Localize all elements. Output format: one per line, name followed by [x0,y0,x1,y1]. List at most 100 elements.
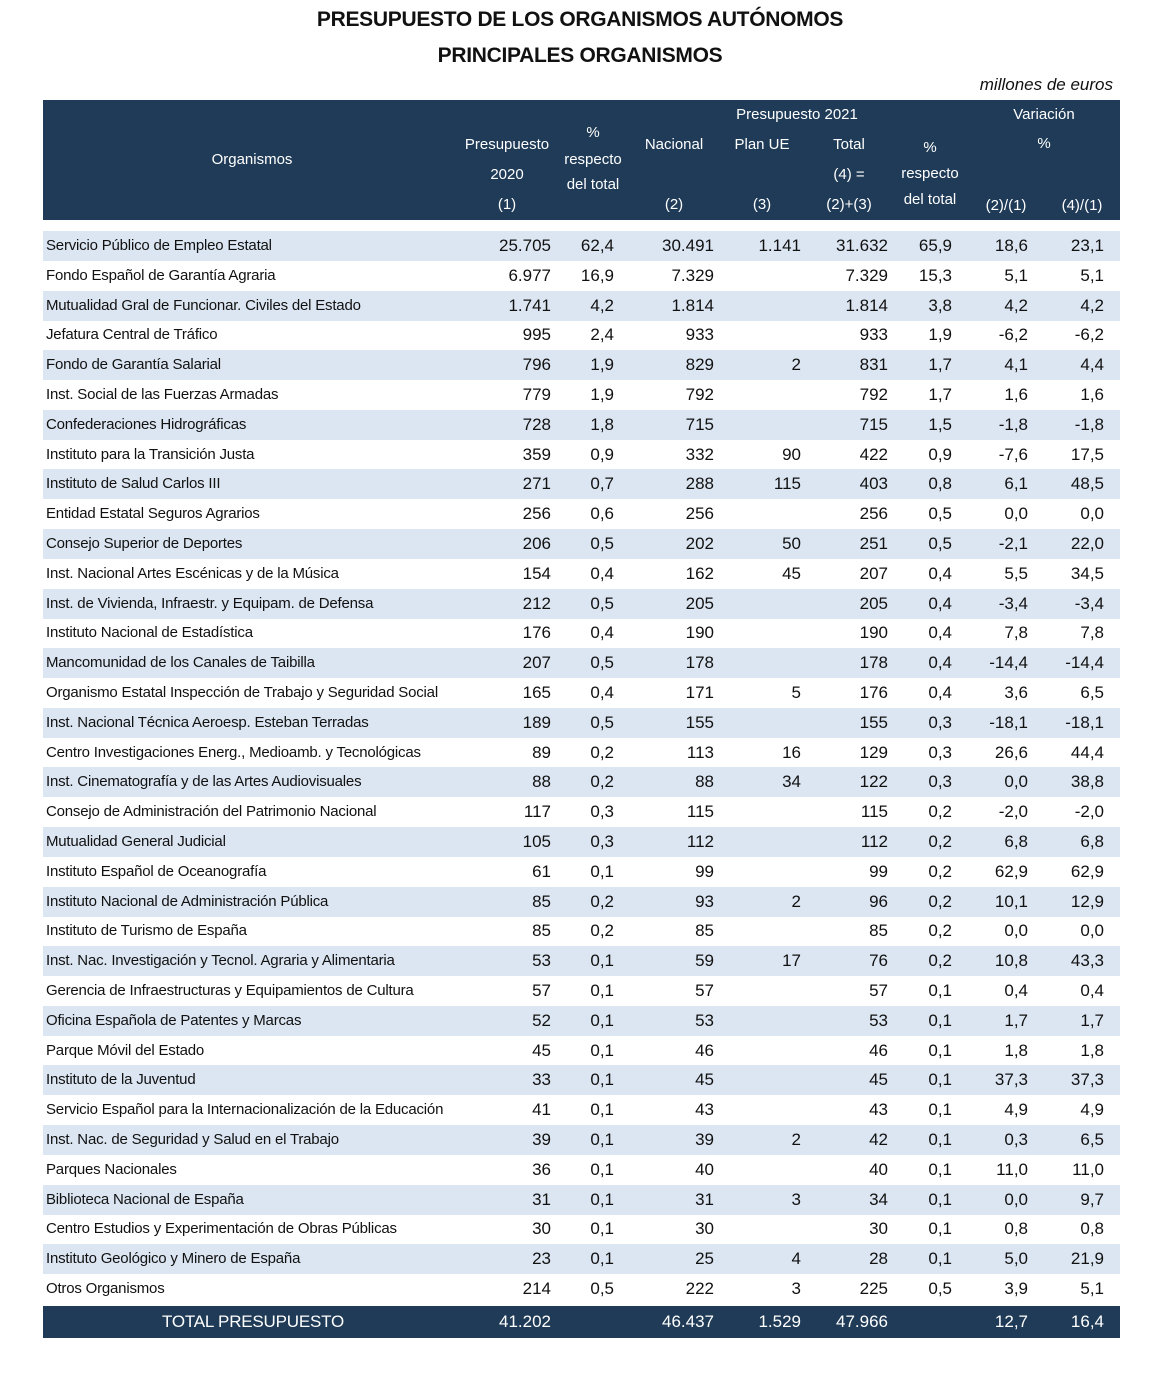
cell-value: 0,2 [590,772,614,792]
total-row: TOTAL PRESUPUESTO 41.202 46.437 1.529 47.966… [43,1305,1120,1338]
cell-value: 6,1 [1004,474,1028,494]
table-row: Confederaciones Hidrográficas 728 1,8 715 71… [43,409,1120,440]
cell-value: 1,6 [1080,385,1104,404]
cell-value: 3,9 [1004,1279,1028,1298]
table-row: Instituto Geológico y Minero de España 23… [43,1244,1120,1275]
cell-value: 1,6 [1004,385,1028,404]
organism-name: Mancomunidad de los Canales de Taibilla [46,654,315,672]
cell-value: 6.977 [508,265,551,285]
cell-value: 85 [695,921,714,941]
cell-value: 0,1 [928,1159,952,1179]
cell-value: 0,2 [928,951,952,971]
cell-value: 85 [532,891,551,911]
header-label: % [923,139,937,156]
table-row: Instituto de Turismo de España 85 0,2 85 85 0… [43,916,1120,946]
cell-value: 0,1 [590,1130,614,1149]
cell-value: -18,1 [1065,712,1104,732]
cell-value: 0,4 [928,563,952,583]
cell-value: 1.814 [845,295,888,315]
cell-value: 48,5 [1070,474,1104,494]
cell-value: 1,8 [1004,1040,1028,1060]
cell-value: 6,8 [1004,832,1028,851]
cell-value: 0,1 [590,1219,614,1239]
cell-value: 222 [685,1279,714,1298]
cell-value: 162 [685,563,714,583]
cell-value: 17 [782,951,801,971]
cell-value: 37,3 [1070,1070,1104,1090]
cell-value: 99 [695,861,714,881]
cell-value: 0,4 [928,653,952,673]
cell-value: 4,4 [1080,355,1104,375]
cell-value: 16,9 [580,265,614,285]
cell-value: 0,1 [928,1040,952,1060]
cell-value: 43 [869,1100,888,1120]
cell-value: 1.141 [758,236,801,255]
cell-value: 89 [532,742,551,762]
cell-value: 0,6 [590,504,614,524]
cell-value: 129 [859,742,888,762]
cell-value: 4,2 [1080,295,1104,315]
table-row: Inst. Nac. de Seguridad y Salud en el Tr… [43,1125,1120,1155]
cell-value: 0,1 [928,1189,952,1209]
cell-value: -3,4 [998,593,1028,613]
total-value: 16,4 [1070,1311,1104,1331]
cell-value: 26,6 [994,742,1028,762]
cell-value: 1.741 [508,295,551,315]
cell-value: 0,3 [928,712,952,732]
cell-value: 288 [685,474,714,494]
cell-value: 779 [522,385,551,404]
cell-value: 90 [782,444,801,464]
table-row: Inst. Nac. Investigación y Tecnol. Agrar… [43,946,1120,977]
cell-value: 42 [869,1130,888,1149]
cell-value: 0,3 [928,742,952,762]
cell-value: 332 [685,444,714,464]
cell-value: 205 [859,593,888,613]
cell-value: 10,1 [994,891,1028,911]
organism-name: Confederaciones Hidrográficas [46,415,247,433]
cell-value: 5,1 [1004,265,1028,285]
cell-value: 11,0 [996,1159,1028,1179]
cell-value: -6,2 [1074,325,1104,345]
cell-value: 57 [532,981,551,1000]
table-row: Instituto de la Juventud 33 0,1 45 45 0,1 37,3… [43,1065,1120,1096]
total-value: 47.966 [836,1311,888,1331]
cell-value: 0,4 [590,563,614,583]
organism-name: Inst. Nacional Técnica Aeroesp. Esteban … [46,713,369,731]
cell-value: 40 [695,1159,714,1179]
header-label: 2020 [490,166,524,183]
cell-value: -2,0 [998,802,1028,822]
cell-value: -3,4 [1074,593,1104,613]
cell-value: 46 [869,1040,888,1060]
table-row: Entidad Estatal Seguros Agrarios 256 0,6 25… [43,499,1120,529]
cell-value: 0,9 [928,444,952,464]
cell-value: 0,1 [590,1159,614,1179]
cell-value: 22,0 [1070,534,1104,553]
header-label: (3) [752,196,772,213]
cell-value: 0,2 [928,802,952,822]
cell-value: 0,1 [590,1010,614,1030]
cell-value: 65,9 [918,236,952,255]
cell-value: 0,2 [590,921,614,941]
table-row: Instituto de Salud Carlos III 271 0,7 288 11… [43,469,1120,500]
cell-value: 99 [869,861,888,881]
cell-value: 76 [869,951,888,971]
cell-value: 3 [791,1279,801,1298]
cell-value: 59 [695,951,714,971]
cell-value: 43 [695,1100,714,1120]
cell-value: 0,1 [590,861,614,881]
table-row: Centro Estudios y Experimentación de Obr… [43,1214,1120,1244]
table-row: Servicio Público de Empleo Estatal 25.705… [43,231,1120,261]
cell-value: 0,4 [590,623,614,643]
cell-value: 50 [782,534,801,553]
header-label: Presupuesto 2021 [736,106,858,123]
cell-value: 113 [686,742,714,762]
cell-value: 53 [532,951,551,971]
cell-value: 38,8 [1070,772,1104,792]
organism-name: Inst. Nacional Artes Escénicas y de la M… [46,564,339,582]
cell-value: 422 [859,444,888,464]
cell-value: 0,0 [1004,504,1028,524]
cell-value: 212 [522,593,551,613]
cell-value: 0,1 [928,1100,952,1120]
header-label: Total [833,136,865,153]
cell-value: 1,7 [1004,1010,1028,1030]
